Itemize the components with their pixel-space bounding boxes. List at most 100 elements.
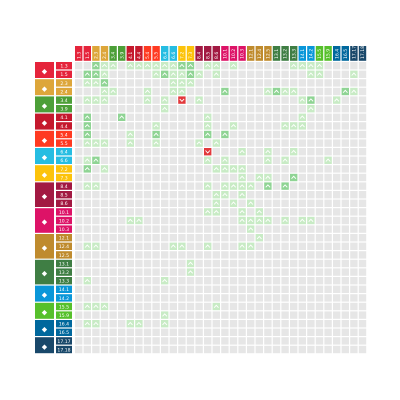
cell-16.4-13.1 <box>272 320 281 328</box>
cell-2.3-5.4 <box>143 79 152 87</box>
cell-5.5-3.9 <box>118 139 126 147</box>
synergy-chevron-icon <box>162 98 168 102</box>
cell-16.5-2.3 <box>92 328 100 336</box>
cell-17.17-7.3 <box>186 337 195 345</box>
cell-8.4-2.3 <box>92 182 100 190</box>
cell-4.1-17.17 <box>350 113 358 121</box>
cell-2.3-12.4 <box>255 79 263 87</box>
synergy-chevron-icon <box>93 158 99 162</box>
cell-13.2-5.5 <box>152 268 160 276</box>
cell-13.2-15.9 <box>324 268 332 276</box>
cell-14.2-16.4 <box>333 294 341 302</box>
cell-6.4-13.1 <box>272 148 281 156</box>
cell-4.1-1.5 <box>83 113 91 121</box>
cell-5.5-14.2 <box>307 139 315 147</box>
cell-17.18-3.4 <box>109 345 117 354</box>
cell-17.18-14.2 <box>307 345 315 354</box>
cell-17.18-13.2 <box>281 345 289 354</box>
cell-3.9-14.1 <box>298 105 306 113</box>
cell-4.1-7.3 <box>186 113 195 121</box>
cell-10.3-12.1 <box>247 225 255 233</box>
synergy-chevron-icon <box>84 115 90 119</box>
cell-8.6-8.4 <box>195 199 203 207</box>
cell-3.9-12.5 <box>264 105 272 113</box>
cell-16.4-12.5 <box>264 320 272 328</box>
cell-5.4-8.6 <box>212 130 220 139</box>
cell-4.4-8.4 <box>195 122 203 130</box>
cell-10.3-6.4 <box>161 225 169 233</box>
cell-13.1-3.9 <box>118 259 126 268</box>
cell-6.6-1.3 <box>75 156 83 164</box>
cell-16.4-14.2 <box>307 320 315 328</box>
col-label-bg <box>100 46 109 61</box>
cell-4.1-10.3 <box>238 113 246 121</box>
cell-3.9-8.4 <box>195 105 203 113</box>
cell-12.1-1.3 <box>75 234 83 242</box>
goal-3-glyph: ◆ <box>42 102 48 110</box>
cell-17.18-2.4 <box>100 345 109 354</box>
cell-13.2-10.1 <box>221 268 229 276</box>
cell-1.3-4.1 <box>126 62 134 70</box>
cell-4.4-12.4 <box>255 122 263 130</box>
cell-2.4-13.1 <box>272 87 281 96</box>
cell-13.1-15.5 <box>315 259 324 268</box>
synergy-chevron-icon <box>187 81 194 85</box>
cell-10.1-12.4 <box>255 208 263 216</box>
cell-6.4-14.1 <box>298 148 306 156</box>
cell-13.3-12.1 <box>247 277 255 285</box>
goal-4-icon <box>35 113 54 130</box>
goal-1-glyph: ◆ <box>42 68 48 76</box>
goal-3-icon <box>35 96 54 113</box>
cell-2.3-15.9 <box>324 79 332 87</box>
cell-14.1-5.5 <box>152 285 160 293</box>
cell-3.4-3.4 <box>109 96 117 104</box>
cell-10.1-15.5 <box>315 208 324 216</box>
cell-15.5-14.2 <box>307 302 315 311</box>
cell-1.5-7.3 <box>186 70 195 78</box>
col-label-bg <box>221 46 229 61</box>
cell-16.5-15.5 <box>315 328 324 336</box>
cell-13.1-12.5 <box>264 259 272 268</box>
cell-16.5-12.4 <box>255 328 263 336</box>
cell-14.1-16.4 <box>333 285 341 293</box>
cell-14.1-12.5 <box>264 285 272 293</box>
cell-1.3-14.1 <box>298 62 306 70</box>
synergy-chevron-icon <box>230 201 237 205</box>
synergy-chevron-icon <box>144 63 151 68</box>
synergy-chevron-icon <box>84 98 90 102</box>
cell-8.6-5.5 <box>152 199 160 207</box>
cell-10.2-15.5 <box>315 216 324 225</box>
cell-12.1-6.6 <box>169 234 177 242</box>
cell-17.17-12.5 <box>264 337 272 345</box>
cell-16.4-2.4 <box>100 320 109 328</box>
cell-5.5-13.2 <box>281 139 289 147</box>
cell-14.2-10.2 <box>229 294 238 302</box>
cell-17.17-4.4 <box>135 337 143 345</box>
cell-1.3-5.5 <box>152 62 160 70</box>
cell-12.5-3.4 <box>109 251 117 259</box>
cell-8.5-3.4 <box>109 191 117 199</box>
cell-2.3-13.3 <box>290 79 298 87</box>
cell-5.4-4.4 <box>135 130 143 139</box>
cell-6.4-7.2 <box>178 148 186 156</box>
synergy-chevron-icon <box>291 149 297 154</box>
cell-10.3-7.3 <box>186 225 195 233</box>
synergy-chevron-icon <box>222 167 228 171</box>
cell-8.6-5.4 <box>143 199 152 207</box>
cell-14.2-6.6 <box>169 294 177 302</box>
cell-10.3-4.1 <box>126 225 134 233</box>
cell-3.4-8.6 <box>212 96 220 104</box>
cell-1.5-16.5 <box>341 70 349 78</box>
cell-13.1-4.1 <box>126 259 134 268</box>
col-label-6.6: 6.6 <box>171 52 177 59</box>
cell-7.2-1.5 <box>83 165 91 173</box>
cell-15.5-8.5 <box>204 302 212 311</box>
cell-6.4-4.4 <box>135 148 143 156</box>
col-label-bg <box>169 46 177 61</box>
cell-12.4-13.3 <box>290 242 298 250</box>
cell-16.5-13.3 <box>290 328 298 336</box>
cell-15.9-1.3 <box>75 311 83 319</box>
cell-10.1-13.2 <box>281 208 289 216</box>
cell-5.5-5.5 <box>152 139 160 147</box>
cell-8.4-12.4 <box>255 182 263 190</box>
